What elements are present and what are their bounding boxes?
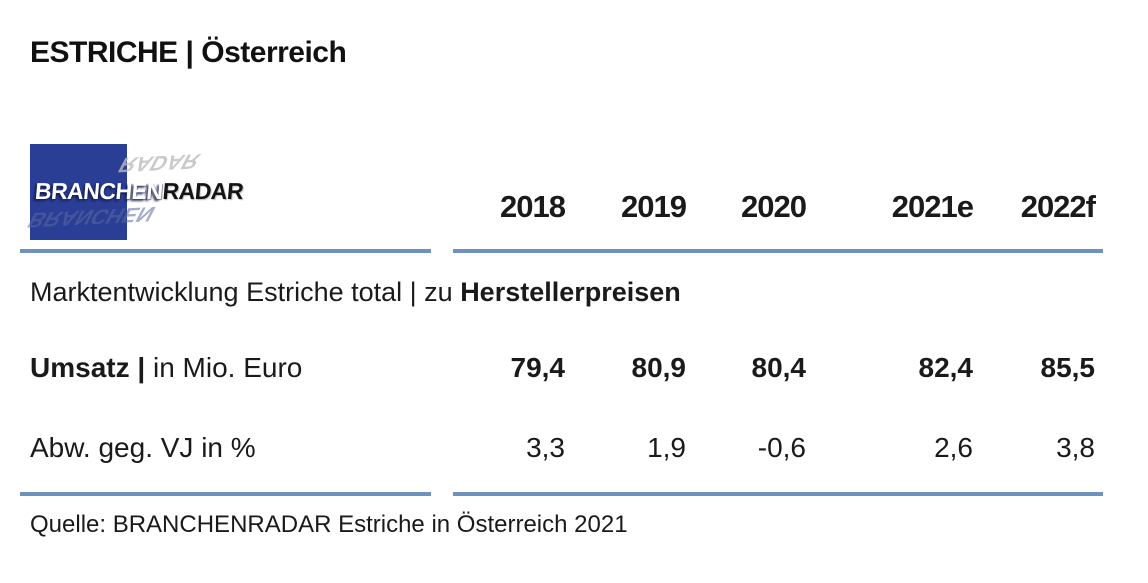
column-header-2018: 2018: [500, 189, 566, 224]
cell-umsatz-2018: 79,4: [510, 352, 566, 383]
source-note: Quelle: BRANCHENRADAR Estriche in Österr…: [30, 511, 628, 538]
section-label-regular: Marktentwicklung Estriche total | zu: [30, 277, 461, 307]
cell-umsatz-2020: 80,4: [751, 352, 807, 383]
cell-umsatz-2022f: 85,5: [1040, 352, 1096, 383]
cell-abw-2020: -0,6: [757, 432, 806, 463]
year-header-row: 2018 2019 2020 2021e 2022f: [30, 189, 1096, 225]
divider-top-right: [453, 249, 1103, 253]
table-row-abweichung: Abw. geg. VJ in % 3,3 1,9 -0,6 2,6 3,8: [30, 432, 1095, 464]
table-row-umsatz: Umsatz | in Mio. Euro 79,4 80,9 80,4 82,…: [30, 352, 1095, 384]
divider-bottom-left: [20, 492, 431, 496]
cell-abw-2021e: 2,6: [934, 432, 973, 463]
divider-top-left: [20, 249, 431, 253]
cell-abw-2018: 3,3: [526, 432, 565, 463]
branchenradar-logo: RADAR BRANCHEN BRANCHENRADAR: [24, 144, 250, 242]
row-label-umsatz: Umsatz | in Mio. Euro: [30, 352, 303, 383]
column-header-2020: 2020: [741, 189, 807, 224]
section-label-bold: Herstellerpreisen: [460, 277, 681, 307]
row-label-abweichung: Abw. geg. VJ in %: [30, 432, 256, 463]
header-spacer: [30, 189, 460, 225]
cell-umsatz-2019: 80,9: [631, 352, 687, 383]
cell-umsatz-2021e: 82,4: [918, 352, 974, 383]
cell-abw-2019: 1,9: [647, 432, 686, 463]
logo-reflection-top: RADAR: [114, 149, 205, 176]
page-title: ESTRICHE | Österreich: [30, 36, 347, 69]
divider-bottom-right: [453, 492, 1103, 496]
column-header-2022f: 2022f: [1020, 189, 1096, 224]
section-label: Marktentwicklung Estriche total | zu Her…: [30, 277, 681, 308]
cell-abw-2022f: 3,8: [1056, 432, 1095, 463]
column-header-2021e: 2021e: [891, 189, 974, 224]
column-header-2019: 2019: [621, 189, 687, 224]
logo-square: [30, 144, 127, 240]
